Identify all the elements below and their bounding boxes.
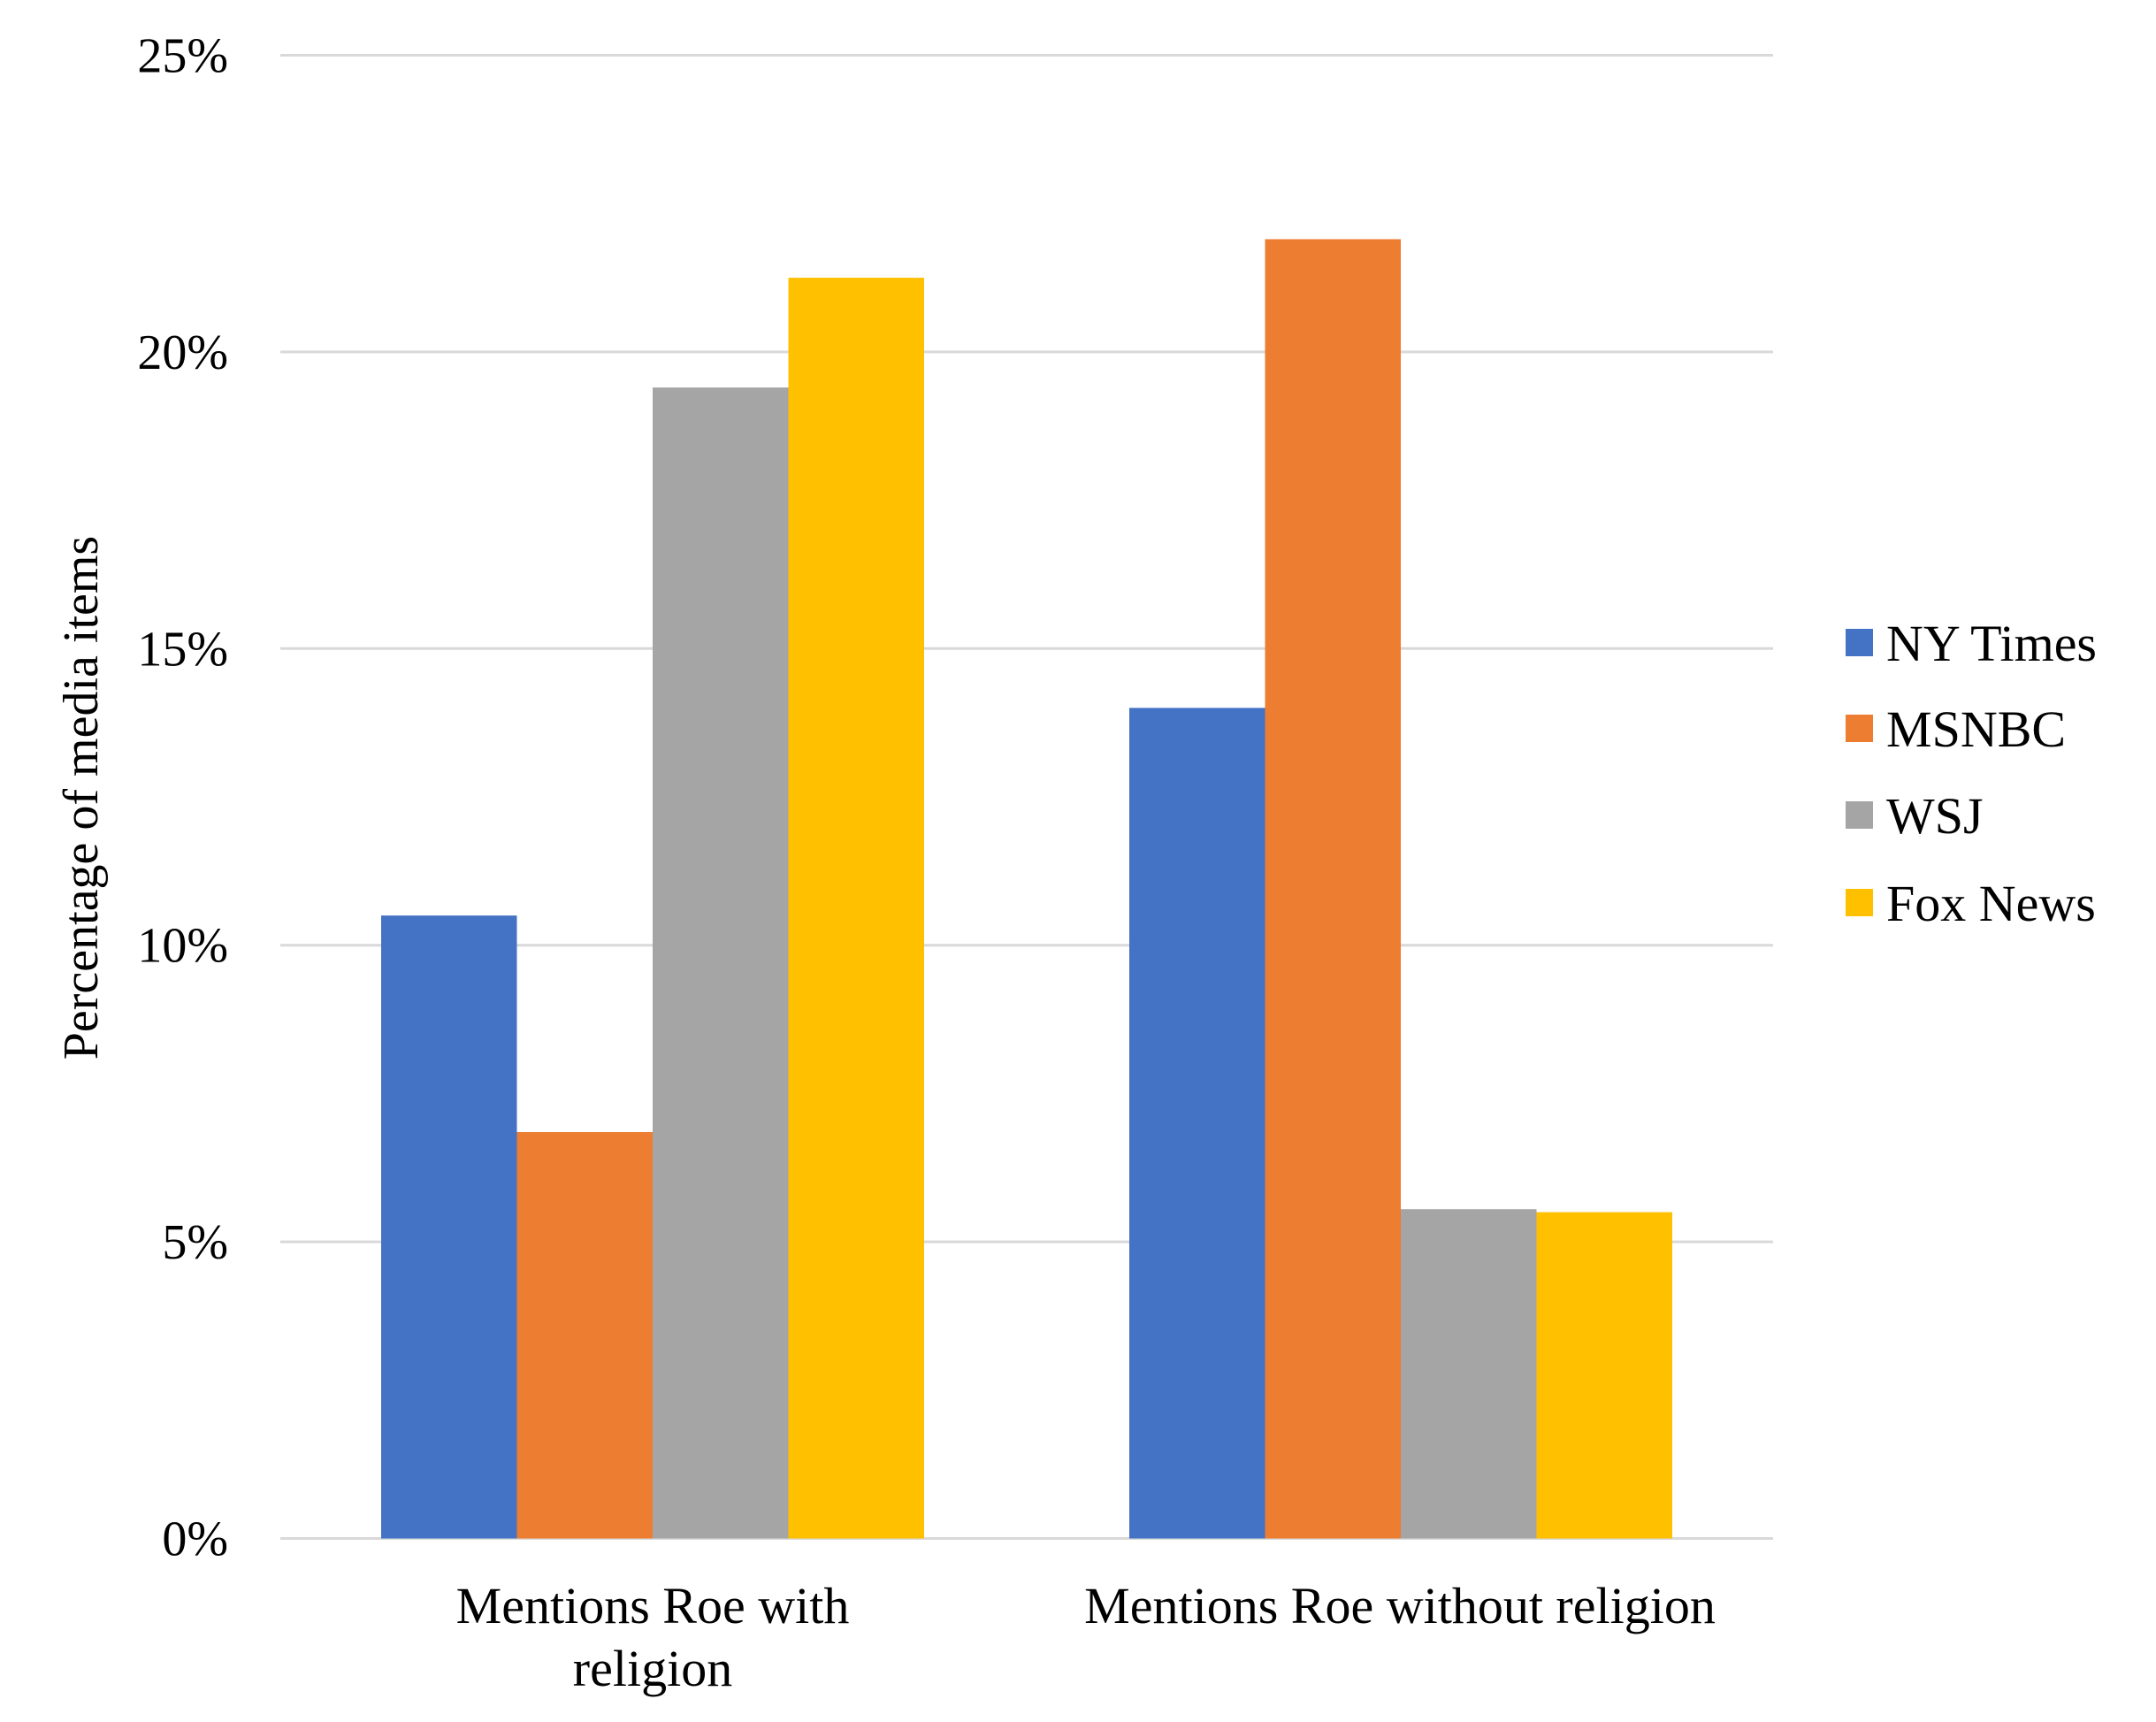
y-tick-label: 15% — [137, 622, 228, 677]
x-tick-label: Mentions Roe with — [456, 1577, 850, 1634]
legend-swatch — [1846, 715, 1873, 742]
bars — [381, 239, 1672, 1539]
y-tick-label: 10% — [137, 919, 228, 974]
y-tick-label: 0% — [162, 1512, 228, 1567]
y-tick-label: 5% — [162, 1215, 228, 1270]
legend-swatch — [1846, 629, 1873, 656]
legend-swatch — [1846, 801, 1873, 829]
y-tick-labels: 0% 5% 10% 15% 20% 25% — [137, 29, 228, 1567]
bar-ny-times — [381, 915, 517, 1539]
bar-fox-news — [1536, 1212, 1672, 1539]
bar-wsj — [1401, 1209, 1537, 1539]
y-tick-label: 25% — [137, 29, 228, 84]
legend-label: Fox News — [1886, 875, 2096, 932]
bar-fox-news — [788, 278, 924, 1539]
legend: NY Times MSNBC WSJ Fox News — [1846, 615, 2097, 932]
y-axis-label: Percentage of media items — [54, 536, 109, 1060]
y-tick-label: 20% — [137, 325, 228, 380]
x-tick-label: Mentions Roe without religion — [1084, 1577, 1716, 1634]
x-tick-labels: Mentions Roe with religion Mentions Roe wi… — [456, 1577, 1716, 1697]
bar-wsj — [653, 387, 789, 1539]
legend-label: NY Times — [1886, 615, 2097, 672]
legend-label: WSJ — [1886, 787, 1984, 845]
x-tick-label: religion — [573, 1640, 732, 1697]
legend-swatch — [1846, 889, 1873, 916]
bar-ny-times — [1129, 708, 1265, 1539]
bar-msnbc — [516, 1132, 653, 1539]
bar-msnbc — [1265, 239, 1401, 1539]
legend-label: MSNBC — [1886, 700, 2066, 758]
